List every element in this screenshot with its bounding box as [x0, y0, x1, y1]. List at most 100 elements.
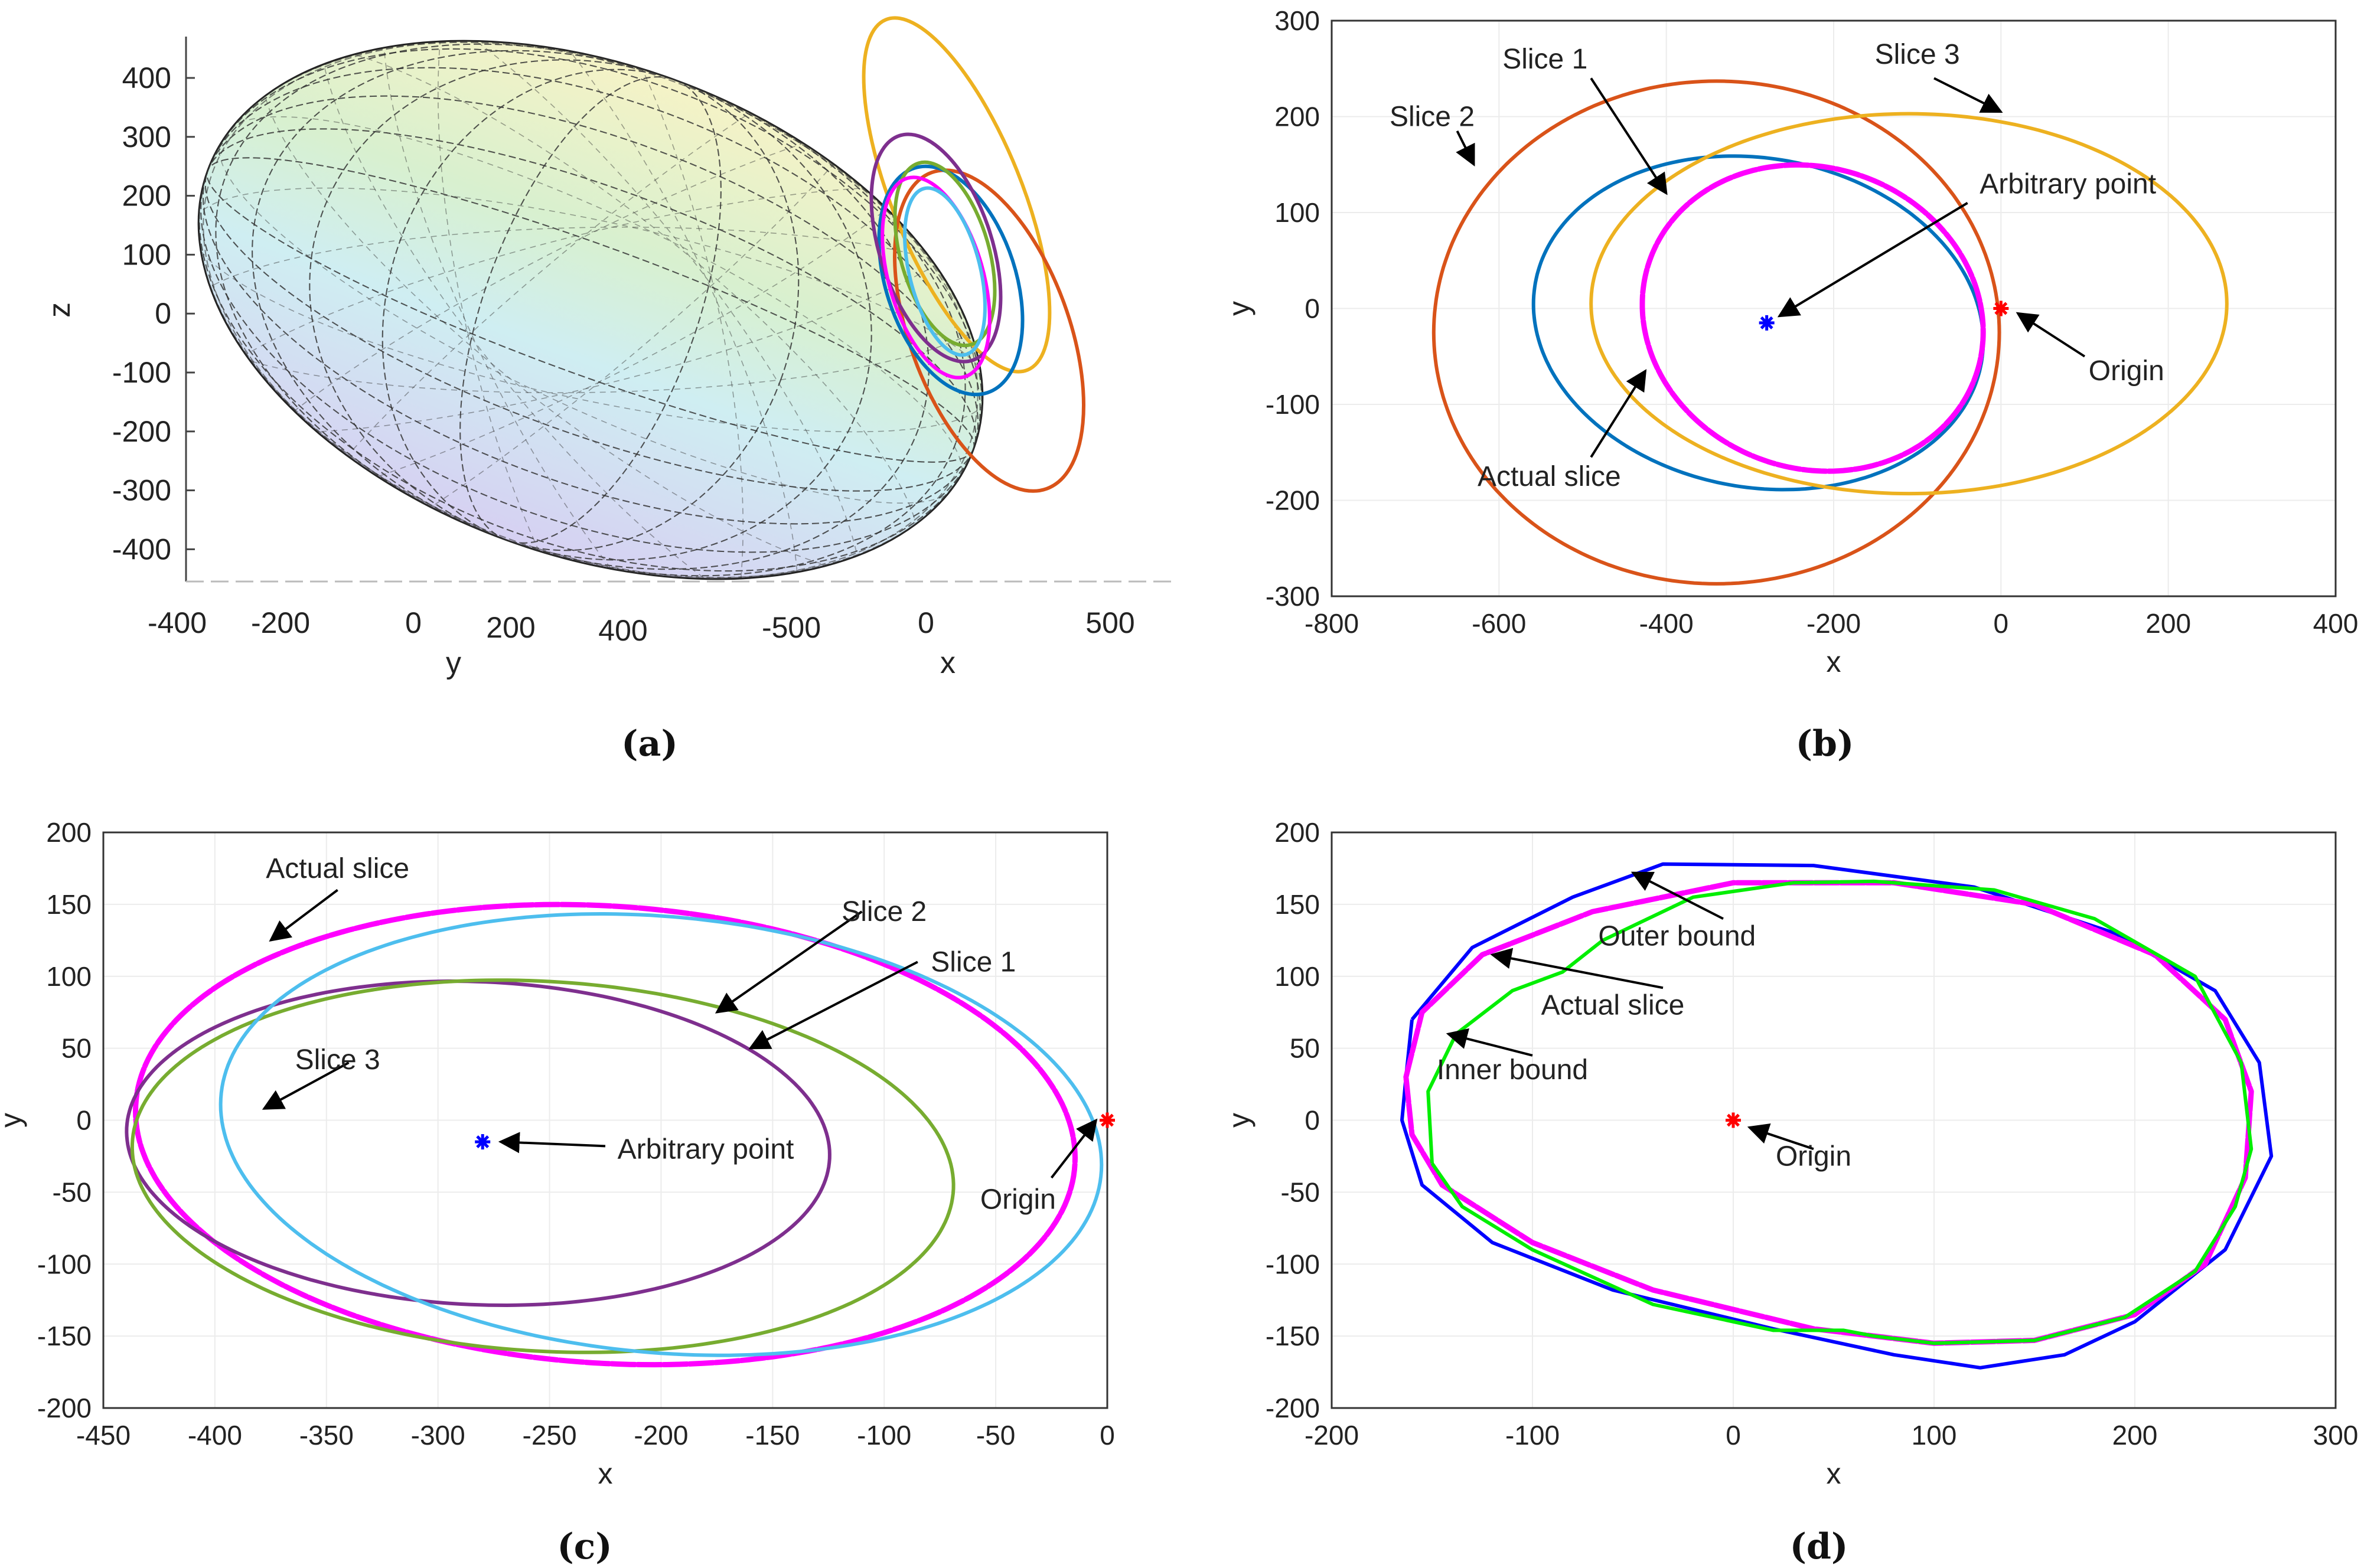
x-axis-label: x — [1827, 645, 1841, 678]
marker-arbitrary-point — [1759, 315, 1775, 331]
series-line-actual-slice — [1403, 880, 2254, 1346]
y-tick-label: 150 — [46, 889, 92, 920]
mesh-line — [459, 76, 722, 544]
y-tick-label: -150 — [37, 1321, 92, 1351]
x-tick-label: -400 — [1639, 608, 1694, 639]
series-line-slice-1 — [1531, 154, 1985, 492]
annotation-label: Origin — [2089, 355, 2164, 387]
z-tick-label: 300 — [122, 120, 171, 153]
annotation-arrow — [715, 910, 863, 1014]
y-tick-label: -150 — [1266, 1321, 1320, 1351]
slice-ellipse-3d — [877, 164, 1025, 397]
y-tick-label: -50 — [53, 1177, 92, 1207]
y-tick-label: 50 — [61, 1033, 92, 1064]
y-tick-label: -200 — [1266, 1393, 1320, 1423]
x-tick-label: 300 — [2313, 1420, 2359, 1451]
annotation-label: Origin — [980, 1184, 1056, 1216]
z-axis-label: z — [43, 302, 77, 318]
annotation-arrow — [1590, 77, 1668, 195]
y-tick-label: 200 — [1274, 102, 1320, 132]
y-tick-label: -100 — [37, 1249, 92, 1279]
x-tick-label: -250 — [523, 1420, 577, 1451]
x-tick-label: -400 — [188, 1420, 242, 1451]
series-group — [1400, 862, 2274, 1370]
caption-d: (d) — [1790, 1526, 1848, 1567]
annotation-arrow — [1777, 202, 1968, 318]
y-tick-label: 100 — [1274, 197, 1320, 228]
y-axis-label: y — [1222, 301, 1256, 316]
series-line-outer-bound — [1400, 862, 2274, 1370]
series-line-slice-2 — [130, 978, 956, 1354]
z-tick-label: -400 — [112, 533, 171, 566]
y-tick-label: -50 — [1281, 1177, 1320, 1207]
z-tick-label: 0 — [155, 297, 171, 330]
panel-c-plot: -450 -400 -350 -300 -250 -200 -150 -100 -50 0 -200… — [0, 817, 1115, 1490]
annotation-arrow — [2016, 312, 2086, 358]
annotation-arrow — [1631, 871, 1724, 920]
annotation-label: Slice 3 — [295, 1044, 380, 1076]
y-tick-label: 100 — [46, 961, 92, 992]
y-tick-label: 400 — [598, 614, 647, 647]
y-tick-label: 200 — [46, 817, 92, 848]
y-axis-label: y — [1222, 1113, 1256, 1128]
annotation-arrow — [498, 1132, 606, 1154]
annotation-arrow — [1747, 1123, 1814, 1151]
z-tick-label: 200 — [122, 179, 171, 213]
annotation-arrow — [262, 1061, 350, 1110]
annotation-label: Origin — [1776, 1141, 1851, 1172]
panel-d-plot: -200 -100 0 100 200 300 -200 -150 -100 -50 0 50 100 1… — [1222, 817, 2358, 1490]
x-tick-label: 100 — [1912, 1420, 1957, 1451]
y-tick-label: -400 — [148, 606, 207, 639]
annotation-arrow — [748, 961, 918, 1050]
z-tick-label: 100 — [122, 238, 171, 271]
y-tick-label: -100 — [1266, 389, 1320, 420]
x-axis-label: x — [598, 1457, 613, 1490]
annotation-label: Slice 2 — [1390, 102, 1475, 133]
x-tick-label: -200 — [1806, 608, 1861, 639]
y-tick-label: -300 — [1266, 581, 1320, 612]
x-axis-label: x — [940, 646, 956, 680]
x-tick-label: -100 — [857, 1420, 911, 1451]
y-tick-label: 150 — [1274, 889, 1320, 920]
annotation-label: Actual slice — [266, 853, 409, 884]
plot-border — [1331, 831, 2337, 1409]
annotation-label: Arbitrary point — [618, 1133, 794, 1165]
y-tick-label: 300 — [1274, 5, 1320, 36]
annotation-label: Actual slice — [1478, 461, 1621, 492]
slice-ellipse-3d — [893, 160, 997, 348]
annotation-arrow — [1446, 1028, 1533, 1057]
z-tick-label: -300 — [112, 474, 171, 507]
annotation-arrow — [1590, 369, 1647, 458]
x-tick-label: 400 — [2313, 608, 2359, 639]
caption-b: (b) — [1796, 723, 1854, 765]
series-group — [125, 901, 1104, 1368]
x-tick-label: 0 — [1100, 1420, 1115, 1451]
annotation-label: Actual slice — [1541, 990, 1685, 1021]
y-tick-label: 200 — [486, 611, 535, 644]
z-tick-label: -200 — [112, 415, 171, 448]
x-tick-label: -450 — [76, 1420, 131, 1451]
series-line-slice-3 — [219, 912, 1104, 1357]
annotation-label: Arbitrary point — [1980, 168, 2156, 200]
y-axis-label: y — [0, 1113, 27, 1128]
z-tick-label: 400 — [122, 61, 171, 94]
series-line-slice-3 — [1589, 112, 2229, 496]
mesh-line — [206, 157, 975, 463]
panel-b-plot: -800 -600 -400 -200 0 200 400 -300 -200 -100 0 100 2… — [1222, 5, 2358, 678]
slice-ellipse-3d — [869, 132, 1003, 364]
y-tick-label: 0 — [76, 1105, 92, 1136]
y-axis-label: y — [446, 646, 461, 680]
x-tick-label: -100 — [1505, 1420, 1560, 1451]
annotation-label: Slice 3 — [1875, 39, 1960, 70]
slice-ellipses-3d — [862, 16, 1085, 493]
y-tick-label: 0 — [1305, 1105, 1320, 1136]
plot-border — [1331, 19, 2337, 597]
y-tick-label: 200 — [1274, 817, 1320, 848]
series-line-actual-slice — [133, 901, 1078, 1368]
x-tick-label: 200 — [2145, 608, 2191, 639]
x-tick-label: 0 — [918, 606, 934, 639]
series-line-inner-bound — [1426, 879, 2254, 1345]
x-axis-label: x — [1827, 1457, 1841, 1490]
